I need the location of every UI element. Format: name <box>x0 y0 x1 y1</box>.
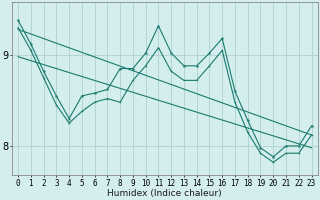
X-axis label: Humidex (Indice chaleur): Humidex (Indice chaleur) <box>108 189 222 198</box>
